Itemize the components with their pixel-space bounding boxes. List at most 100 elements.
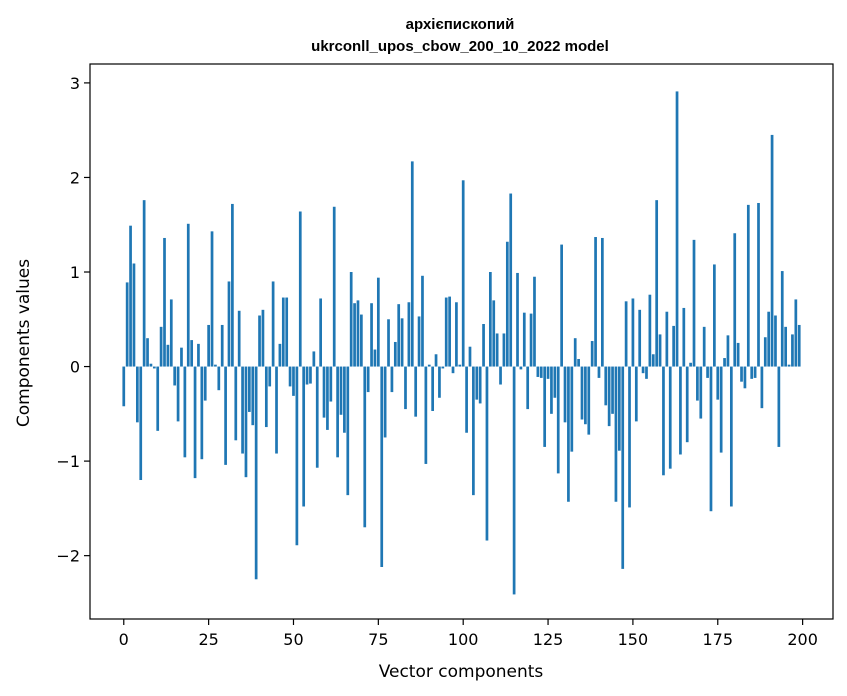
bar (258, 315, 261, 367)
bar (309, 366, 312, 384)
bar (203, 366, 207, 401)
bar (543, 366, 547, 447)
bar (495, 333, 499, 367)
bar (519, 366, 523, 370)
bar (617, 366, 621, 451)
y-tick-label: 3 (70, 74, 80, 93)
bar (699, 366, 703, 419)
bar (326, 366, 329, 430)
bar (607, 366, 611, 427)
bar (438, 366, 441, 398)
bar (597, 366, 601, 378)
bar (448, 296, 451, 367)
bar (169, 299, 173, 367)
y-tick-label: 2 (70, 168, 80, 187)
bar (485, 366, 489, 541)
bar (288, 366, 292, 387)
plot-area-frame (89, 63, 834, 620)
bar (655, 200, 659, 367)
bar (376, 277, 380, 367)
bar (641, 366, 645, 374)
x-tick-label: 25 (198, 630, 218, 649)
bar (482, 324, 485, 367)
bar (217, 366, 221, 391)
x-tick-label: 175 (702, 630, 733, 649)
bar (729, 366, 733, 507)
bar (275, 366, 278, 454)
bar (696, 366, 699, 401)
bar (539, 366, 543, 378)
bar (197, 343, 200, 367)
bar (780, 271, 784, 367)
bar (682, 307, 686, 367)
bar (516, 272, 519, 367)
bar (231, 203, 234, 367)
bar (634, 366, 638, 422)
bar (444, 297, 448, 367)
x-tick-label: 150 (618, 630, 649, 649)
bar (458, 364, 462, 367)
bar (770, 134, 774, 367)
bar (455, 302, 458, 367)
bar (689, 362, 692, 367)
bar (672, 325, 675, 367)
bar (156, 366, 160, 431)
bar (563, 366, 567, 423)
bar (509, 193, 513, 367)
bar (241, 366, 244, 454)
bar (183, 366, 187, 458)
bar (546, 366, 550, 379)
bar (390, 366, 394, 393)
bar (343, 366, 346, 433)
bar (638, 309, 642, 367)
y-tick-label: −2 (56, 547, 80, 566)
bar (746, 204, 750, 367)
bar (373, 349, 377, 367)
bar (149, 363, 153, 367)
bar (312, 351, 316, 367)
bar (271, 281, 275, 367)
bar (417, 316, 421, 367)
bar (584, 366, 587, 425)
bar (431, 366, 435, 411)
bar (281, 297, 285, 367)
bar (356, 300, 360, 367)
bar (214, 364, 217, 367)
bar (129, 225, 132, 367)
bar (665, 311, 669, 367)
x-tick-label: 100 (448, 630, 479, 649)
y-axis-label: Components values (14, 259, 34, 427)
bar (387, 319, 390, 367)
bar (393, 341, 397, 367)
bar (570, 366, 574, 452)
bar (743, 366, 747, 389)
bar (200, 366, 204, 460)
bar (590, 341, 594, 367)
bar (427, 364, 431, 367)
bar (505, 241, 509, 367)
bar (611, 366, 614, 414)
bar (336, 366, 339, 458)
bar (624, 301, 628, 367)
x-tick-label: 125 (533, 630, 564, 649)
bar (760, 366, 764, 409)
bar (315, 366, 319, 468)
bar (512, 366, 516, 595)
bar (556, 366, 560, 474)
bar (784, 326, 788, 367)
bar (346, 366, 350, 496)
bar (319, 298, 322, 367)
bar (363, 366, 367, 528)
y-tick-label: 1 (70, 263, 80, 282)
y-tick-label: −1 (56, 452, 80, 471)
bar (753, 366, 757, 378)
bar (122, 366, 126, 407)
bar (475, 366, 479, 400)
bar (190, 340, 194, 367)
bar (709, 366, 713, 512)
bar (662, 366, 665, 476)
bar (767, 311, 771, 367)
bar (702, 326, 706, 367)
bar (675, 91, 679, 367)
